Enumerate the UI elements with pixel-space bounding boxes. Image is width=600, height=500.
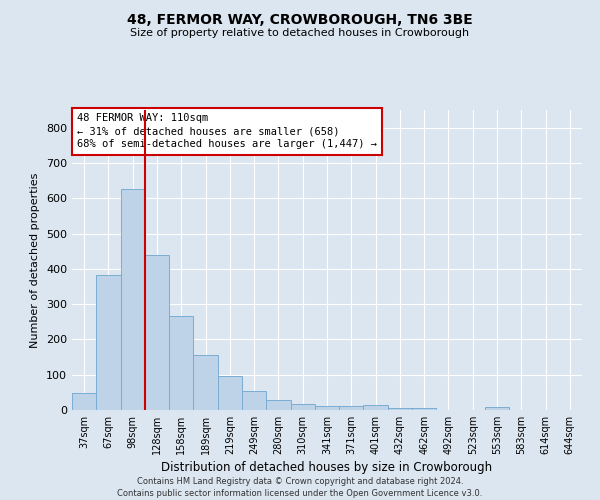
Bar bbox=[485, 407, 509, 410]
X-axis label: Distribution of detached houses by size in Crowborough: Distribution of detached houses by size … bbox=[161, 461, 493, 474]
Bar bbox=[96, 275, 121, 410]
Bar bbox=[218, 376, 242, 410]
Bar bbox=[266, 400, 290, 410]
Y-axis label: Number of detached properties: Number of detached properties bbox=[31, 172, 40, 348]
Bar bbox=[364, 404, 388, 410]
Bar bbox=[242, 390, 266, 410]
Bar bbox=[193, 356, 218, 410]
Bar bbox=[121, 190, 145, 410]
Text: Contains HM Land Registry data © Crown copyright and database right 2024.
Contai: Contains HM Land Registry data © Crown c… bbox=[118, 476, 482, 498]
Text: 48, FERMOR WAY, CROWBOROUGH, TN6 3BE: 48, FERMOR WAY, CROWBOROUGH, TN6 3BE bbox=[127, 12, 473, 26]
Bar bbox=[339, 406, 364, 410]
Bar bbox=[315, 406, 339, 410]
Bar bbox=[290, 404, 315, 410]
Bar bbox=[72, 393, 96, 410]
Bar bbox=[169, 316, 193, 410]
Bar bbox=[388, 408, 412, 410]
Bar bbox=[412, 408, 436, 410]
Text: 48 FERMOR WAY: 110sqm
← 31% of detached houses are smaller (658)
68% of semi-det: 48 FERMOR WAY: 110sqm ← 31% of detached … bbox=[77, 113, 377, 150]
Text: Size of property relative to detached houses in Crowborough: Size of property relative to detached ho… bbox=[130, 28, 470, 38]
Bar bbox=[145, 254, 169, 410]
